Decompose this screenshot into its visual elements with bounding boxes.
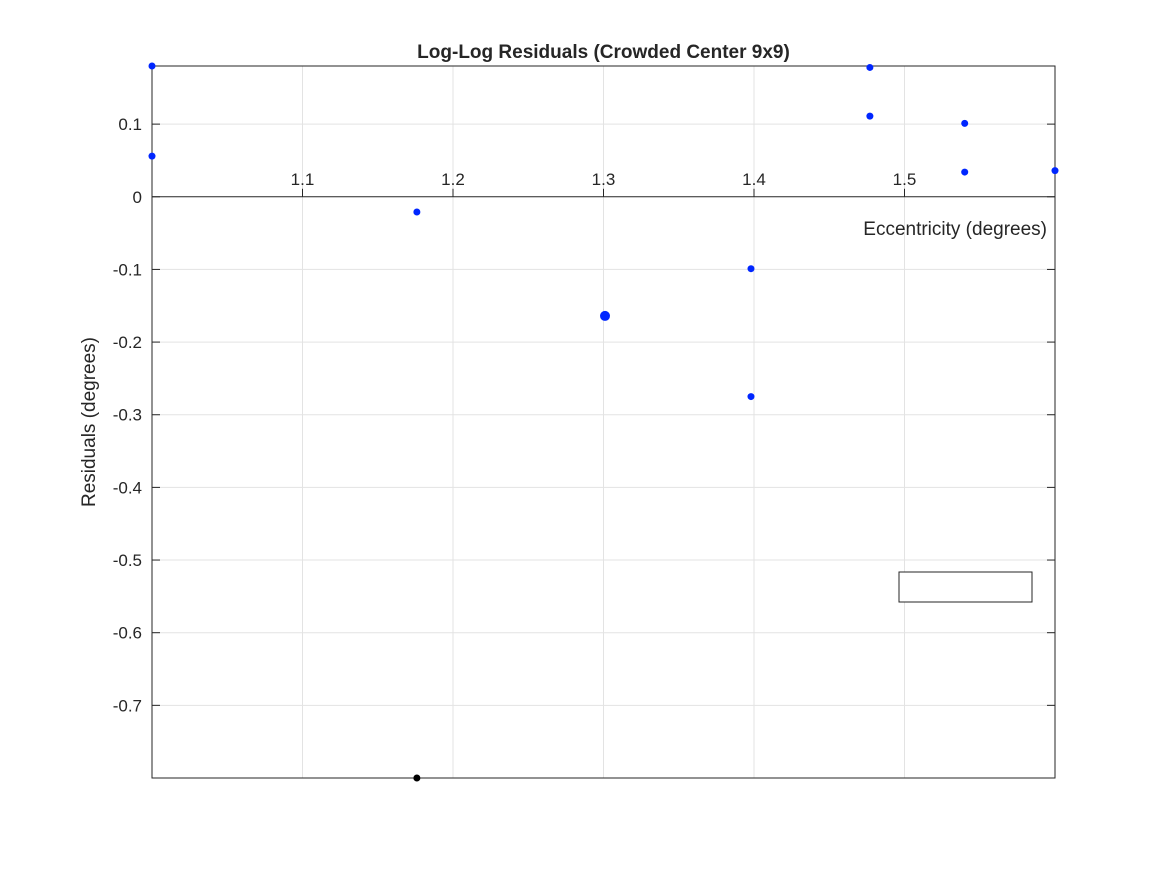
data-point: [413, 208, 421, 216]
x-ticks: 1.1 1.2 1.3 1.4 1.5: [291, 170, 917, 197]
data-point: [747, 265, 755, 273]
legend-box: [898, 571, 1033, 603]
data-points: [148, 62, 1059, 782]
data-point: [148, 152, 156, 160]
data-point: [413, 774, 421, 782]
y-tick-label: -0.4: [113, 478, 142, 497]
x-tick-label: 1.5: [893, 170, 917, 189]
data-point: [866, 63, 874, 71]
x-tick-label: 1.3: [592, 170, 616, 189]
y-tick-label: -0.5: [113, 551, 142, 570]
grid-lines: [152, 66, 1055, 778]
y-ticks: 0.1 0 -0.1 -0.2 -0.3 -0.4 -0.5 -0.6 -0.7: [113, 115, 1055, 715]
y-tick-label: -0.1: [113, 260, 142, 279]
data-point: [961, 168, 969, 176]
x-axis-label: Eccentricity (degrees): [863, 219, 1047, 240]
data-point: [600, 310, 611, 321]
y-tick-label: -0.2: [113, 333, 142, 352]
y-tick-label: 0: [133, 188, 142, 207]
y-tick-label: -0.6: [113, 624, 142, 643]
plot-area-frame: [151, 65, 1056, 779]
y-axis-label: Residuals (degrees): [79, 337, 100, 507]
x-tick-label: 1.1: [291, 170, 315, 189]
chart-title: Log-Log Residuals (Crowded Center 9x9): [417, 42, 790, 63]
x-tick-label: 1.4: [742, 170, 766, 189]
data-point: [747, 393, 755, 401]
y-tick-label: -0.7: [113, 696, 142, 715]
y-tick-label: -0.3: [113, 406, 142, 425]
data-point: [961, 119, 969, 127]
y-tick-label: 0.1: [118, 115, 142, 134]
data-point: [1051, 167, 1059, 175]
x-tick-label: 1.2: [441, 170, 465, 189]
data-point: [866, 112, 874, 120]
data-point: [148, 62, 156, 70]
